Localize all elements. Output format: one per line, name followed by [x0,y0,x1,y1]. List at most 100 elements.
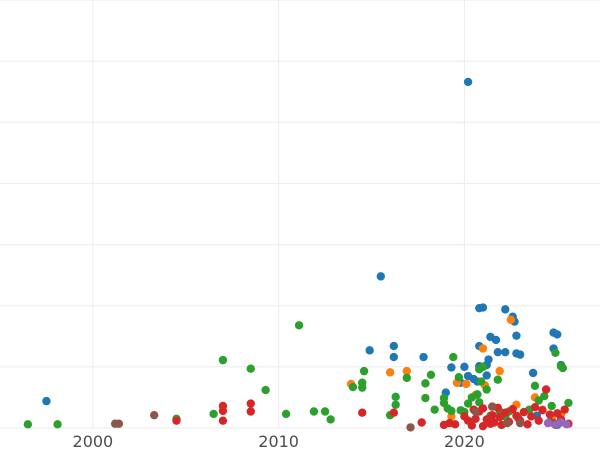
data-point [447,406,456,416]
x-tick-label: 2020 [444,432,485,450]
data-point [281,409,291,419]
data-point [493,375,503,384]
data-point [543,418,553,428]
data-point [246,364,255,373]
data-point [551,348,560,357]
data-point [475,398,484,407]
data-point [358,408,367,417]
data-point [478,303,488,312]
data-point [462,379,471,389]
data-point [406,423,415,432]
data-point [450,420,460,429]
data-point [421,379,430,388]
data-point [562,420,571,429]
data-point [261,385,270,395]
data-point [426,370,436,380]
data-point [320,407,330,416]
data-point [534,416,543,425]
data-point [545,410,555,419]
data-point [564,398,573,408]
data-point [348,382,358,392]
data-point [488,410,497,420]
series-0 [42,77,566,430]
data-points [23,77,573,432]
data-point [501,305,510,314]
data-point [389,352,399,362]
data-point [463,77,473,87]
data-point [547,401,556,411]
data-point [389,341,399,351]
data-point [491,335,501,345]
data-point [530,403,540,412]
data-point [501,408,510,417]
data-point [560,405,569,414]
data-point [430,405,439,414]
data-point [53,420,62,429]
data-point [482,385,491,394]
data-point [172,416,181,425]
data-point [246,399,255,408]
data-point [471,414,480,424]
vertical-gridlines [92,0,465,428]
data-point [478,404,488,413]
data-point [417,418,426,427]
data-point [421,393,430,403]
x-tick-label: 2010 [258,432,299,450]
data-point [538,406,547,415]
data-point [391,400,400,409]
data-point [519,407,529,417]
data-point [246,407,255,416]
data-point [309,407,319,416]
data-point [389,408,399,417]
data-point [42,396,51,406]
data-point [541,385,551,394]
data-point [553,330,562,339]
data-point [553,409,562,418]
series-3 [172,385,573,431]
data-point [326,415,335,424]
data-point [467,421,477,430]
data-point [528,368,538,378]
data-point [527,412,536,421]
data-point [478,362,488,372]
data-point [515,418,525,428]
data-point [482,371,491,380]
series-5 [543,418,571,430]
x-axis-tick-labels: 2000 2010 2020 [73,432,485,450]
data-point [523,420,532,429]
data-point [530,381,540,391]
data-point [471,407,480,416]
data-point [540,392,549,401]
data-point [218,416,228,425]
data-point [493,347,503,357]
data-point [489,418,499,427]
data-point [478,421,488,431]
data-point [402,366,412,376]
data-point [460,362,469,372]
data-point [501,347,510,357]
data-point [463,399,473,408]
data-point [502,418,512,428]
data-point [23,420,33,429]
data-point [512,331,521,340]
data-point [478,344,488,353]
data-point [358,383,367,392]
data-point [515,350,525,359]
data-point [385,368,395,377]
data-point [476,377,486,386]
data-point [218,406,228,416]
horizontal-gridlines [0,0,600,429]
data-point [495,366,504,376]
data-point [218,355,228,365]
data-point [488,402,497,411]
data-point [376,272,386,281]
data-point [449,352,458,362]
data-point [149,410,159,420]
data-point [114,419,124,428]
data-point [359,366,369,376]
data-point [506,315,516,324]
x-tick-label: 2000 [73,432,114,450]
data-point [209,409,218,419]
